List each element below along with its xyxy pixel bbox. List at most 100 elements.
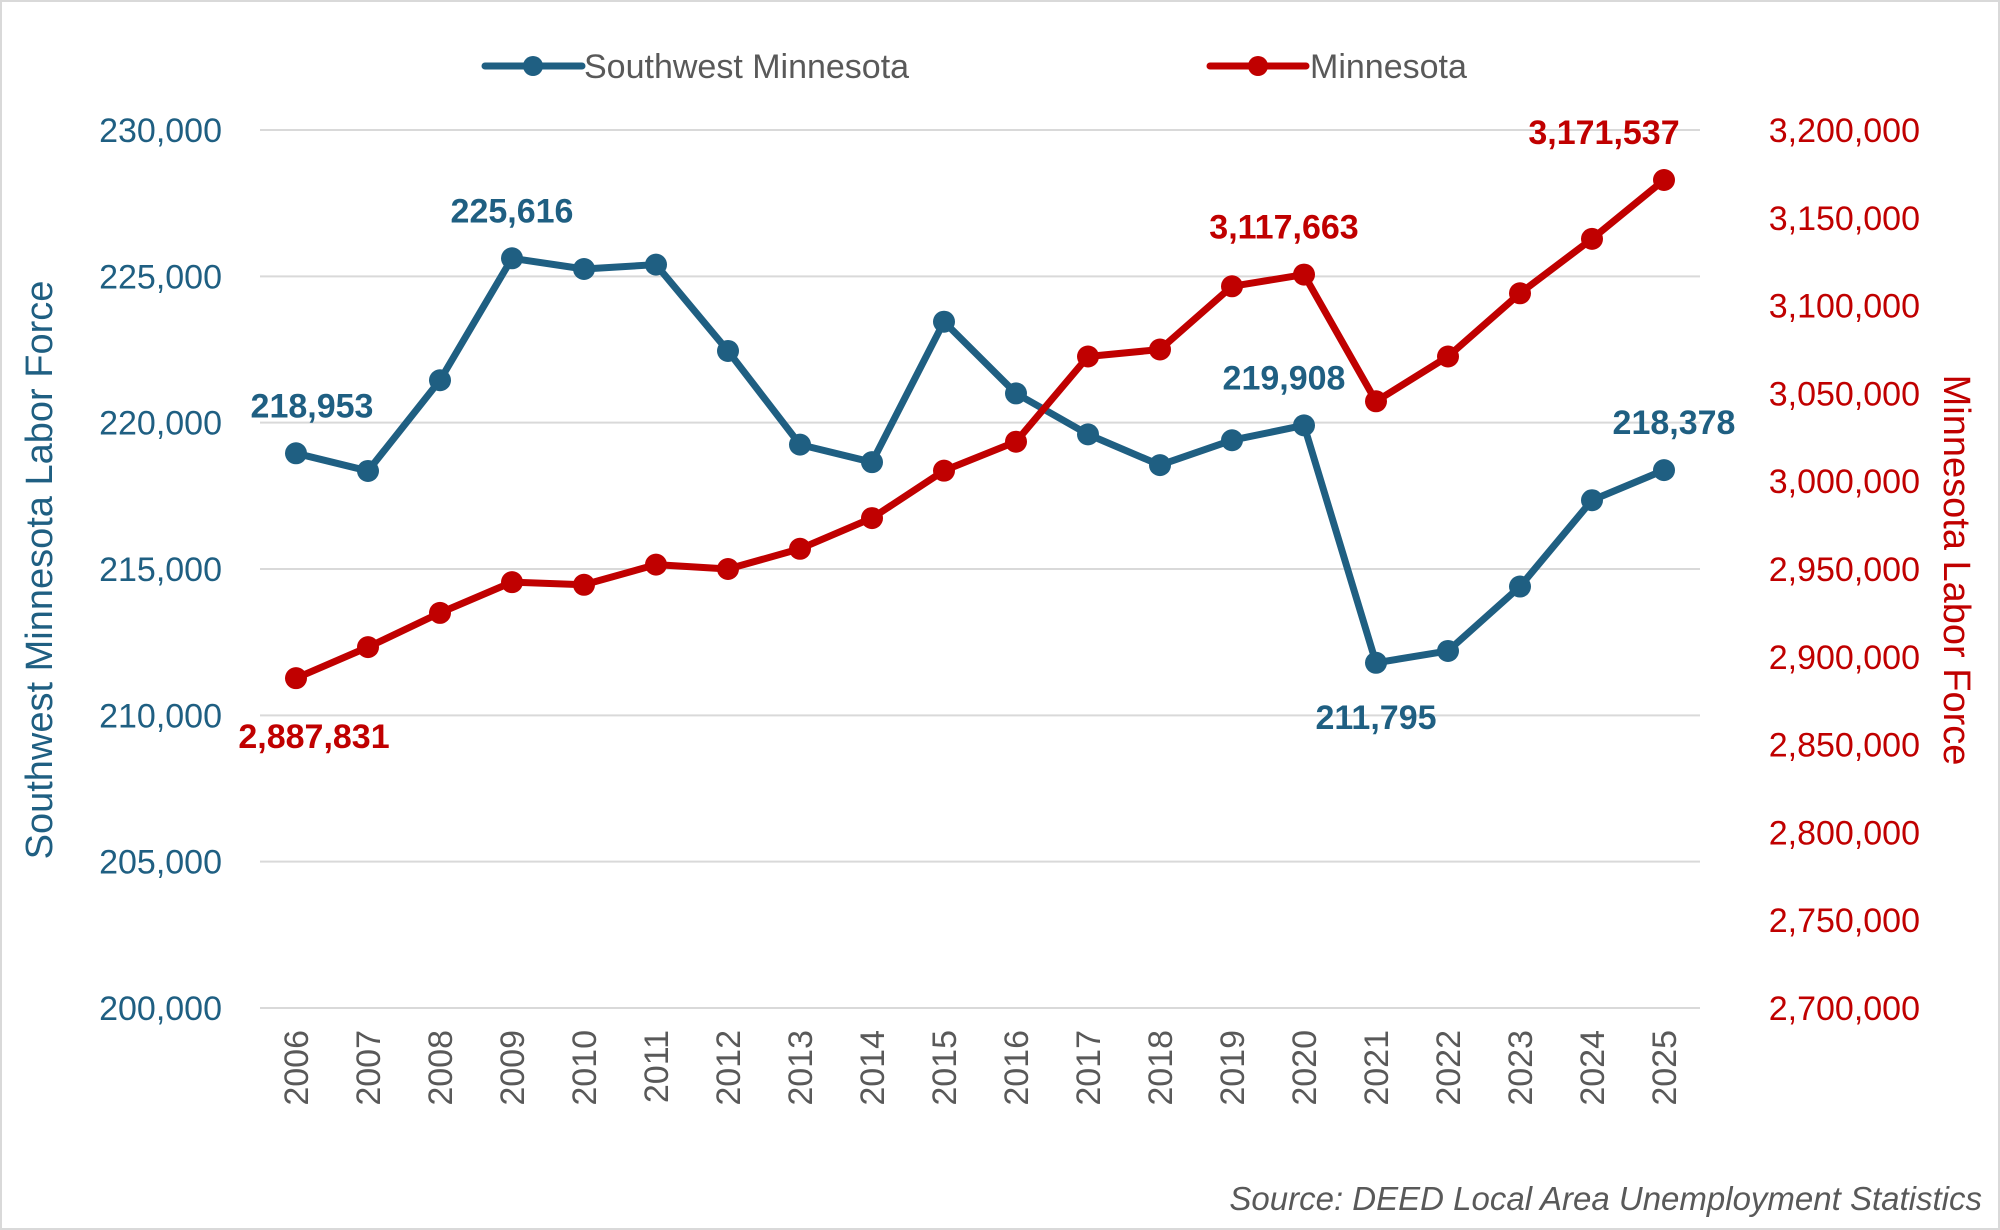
- data-point-minnesota: [573, 573, 595, 596]
- legend-marker-southwest: [523, 56, 543, 76]
- data-point-southwest: [717, 339, 739, 362]
- data-point-southwest: [1365, 651, 1387, 674]
- right-tick-label: 2,900,000: [1769, 639, 1920, 677]
- left-tick-label: 200,000: [99, 990, 222, 1028]
- left-tick-label: 220,000: [99, 405, 222, 443]
- legend-item-minnesota: Minnesota: [1206, 48, 1467, 86]
- data-labels: 218,953 225,616 219,908 211,795 218,378 2,887…: [238, 114, 1735, 756]
- data-point-southwest: [1293, 414, 1315, 437]
- x-tick-label: 2006: [278, 1030, 316, 1106]
- left-tick-label: 205,000: [99, 844, 222, 882]
- data-point-southwest: [861, 451, 883, 474]
- x-tick-label: 2021: [1358, 1030, 1396, 1106]
- legend: Southwest Minnesota Minnesota: [481, 48, 1467, 86]
- x-tick-label: 2024: [1574, 1030, 1612, 1106]
- series: [285, 168, 1675, 690]
- data-label-southwest: 225,616: [451, 192, 574, 230]
- right-tick-label: 3,200,000: [1769, 112, 1920, 150]
- data-point-minnesota: [1149, 338, 1171, 361]
- data-point-southwest: [1221, 429, 1243, 452]
- x-axis: 2006 2007 2008 2009 2010 2011 2012 2013 2014 2015…: [278, 1030, 1684, 1106]
- data-point-southwest: [357, 459, 379, 482]
- data-point-southwest: [285, 442, 307, 465]
- data-point-minnesota: [789, 537, 811, 560]
- data-point-southwest: [1005, 382, 1027, 405]
- legend-label-southwest: Southwest Minnesota: [584, 48, 909, 86]
- left-axis-title: Southwest Minnesota Labor Force: [19, 281, 61, 860]
- right-tick-label: 3,100,000: [1769, 288, 1920, 326]
- data-point-southwest: [501, 247, 523, 270]
- x-tick-label: 2018: [1142, 1030, 1180, 1106]
- data-point-southwest: [789, 433, 811, 456]
- data-point-minnesota: [645, 553, 667, 576]
- x-tick-label: 2008: [422, 1030, 460, 1106]
- x-tick-label: 2015: [926, 1030, 964, 1106]
- left-tick-label: 225,000: [99, 258, 222, 296]
- data-point-minnesota: [285, 667, 307, 690]
- right-tick-label: 3,050,000: [1769, 375, 1920, 413]
- data-point-minnesota: [429, 601, 451, 624]
- left-tick-label: 210,000: [99, 697, 222, 735]
- right-tick-label: 3,150,000: [1769, 200, 1920, 238]
- x-tick-label: 2010: [566, 1030, 604, 1106]
- data-point-southwest: [1581, 489, 1603, 512]
- x-tick-label: 2014: [854, 1030, 892, 1106]
- data-point-minnesota: [501, 571, 523, 594]
- data-label-southwest: 218,378: [1613, 404, 1736, 442]
- data-point-minnesota: [717, 558, 739, 580]
- left-axis: 200,000 205,000 210,000 215,000 220,000 225,0…: [99, 112, 222, 1028]
- data-point-minnesota: [1365, 390, 1387, 413]
- series-line-minnesota: [292, 176, 1668, 682]
- legend-label-minnesota: Minnesota: [1310, 48, 1467, 86]
- x-tick-label: 2007: [350, 1030, 388, 1106]
- data-point-southwest: [1077, 423, 1099, 446]
- right-tick-label: 2,700,000: [1769, 990, 1920, 1028]
- x-tick-label: 2022: [1430, 1030, 1468, 1106]
- data-point-southwest: [933, 310, 955, 333]
- data-point-southwest: [1437, 639, 1459, 662]
- data-label-minnesota: 3,171,537: [1528, 114, 1679, 152]
- series-line-southwest: [292, 254, 1668, 667]
- data-point-southwest: [1149, 454, 1171, 477]
- right-tick-label: 2,800,000: [1769, 814, 1920, 852]
- data-label-southwest: 219,908: [1223, 359, 1346, 397]
- data-point-minnesota: [1221, 275, 1243, 298]
- right-axis-title: Minnesota Labor Force: [1935, 375, 1977, 766]
- left-tick-label: 215,000: [99, 551, 222, 589]
- data-point-minnesota: [1509, 282, 1531, 305]
- data-point-minnesota: [933, 459, 955, 482]
- data-point-minnesota: [1437, 345, 1459, 368]
- data-point-minnesota: [861, 507, 883, 530]
- left-tick-label: 230,000: [99, 112, 222, 150]
- data-point-southwest: [573, 258, 595, 281]
- legend-item-southwest: Southwest Minnesota: [481, 48, 909, 86]
- x-tick-label: 2017: [1070, 1030, 1108, 1106]
- x-tick-label: 2023: [1502, 1030, 1540, 1106]
- data-label-minnesota: 2,887,831: [238, 718, 389, 756]
- x-tick-label: 2020: [1286, 1030, 1324, 1106]
- gridlines: [260, 129, 1700, 1009]
- right-tick-label: 3,000,000: [1769, 463, 1920, 501]
- data-point-southwest: [1509, 575, 1531, 598]
- source-note: Source: DEED Local Area Unemployment Sta…: [1229, 1180, 1982, 1217]
- x-tick-label: 2025: [1646, 1030, 1684, 1106]
- legend-marker-minnesota: [1248, 56, 1268, 76]
- right-tick-label: 2,950,000: [1769, 551, 1920, 589]
- data-point-southwest: [1653, 459, 1675, 482]
- data-point-minnesota: [1077, 345, 1099, 368]
- data-point-minnesota: [1293, 263, 1315, 286]
- x-tick-label: 2019: [1214, 1030, 1252, 1106]
- data-point-minnesota: [1581, 227, 1603, 250]
- data-label-southwest: 218,953: [251, 387, 374, 425]
- data-point-minnesota: [1653, 168, 1675, 191]
- data-point-minnesota: [1005, 430, 1027, 453]
- data-label-minnesota: 3,117,663: [1209, 209, 1358, 247]
- data-point-southwest: [429, 369, 451, 392]
- right-tick-label: 2,750,000: [1769, 902, 1920, 940]
- x-tick-label: 2009: [494, 1030, 532, 1106]
- x-tick-label: 2013: [782, 1030, 820, 1106]
- x-tick-label: 2011: [638, 1030, 676, 1103]
- data-point-minnesota: [357, 636, 379, 659]
